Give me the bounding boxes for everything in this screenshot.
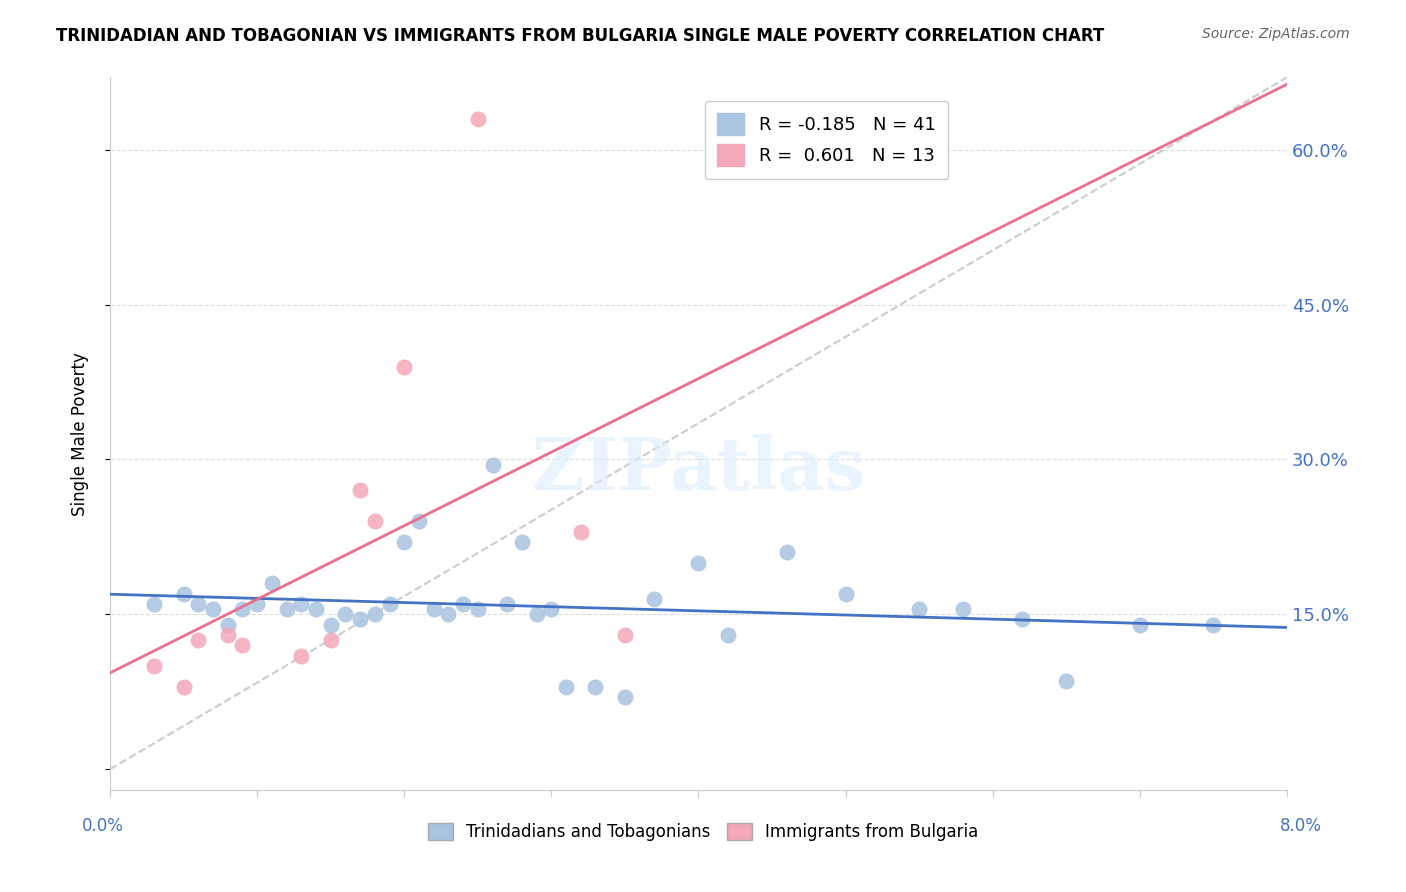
Point	[481, 458, 503, 472]
Point	[260, 576, 283, 591]
Point	[1054, 674, 1077, 689]
Point	[349, 612, 371, 626]
Legend: Trinidadians and Tobagonians, Immigrants from Bulgaria: Trinidadians and Tobagonians, Immigrants…	[420, 816, 986, 848]
Point	[496, 597, 519, 611]
Point	[202, 602, 225, 616]
Point	[231, 602, 253, 616]
Text: 0.0%: 0.0%	[82, 817, 124, 835]
Point	[526, 607, 548, 622]
Point	[422, 602, 444, 616]
Point	[952, 602, 974, 616]
Point	[217, 617, 239, 632]
Point	[555, 680, 578, 694]
Point	[510, 535, 533, 549]
Point	[217, 628, 239, 642]
Point	[143, 597, 166, 611]
Point	[613, 690, 636, 704]
Point	[437, 607, 460, 622]
Point	[1129, 617, 1152, 632]
Point	[364, 607, 387, 622]
Point	[540, 602, 562, 616]
Point	[717, 628, 740, 642]
Point	[1202, 617, 1225, 632]
Point	[305, 602, 328, 616]
Point	[613, 628, 636, 642]
Point	[908, 602, 931, 616]
Point	[408, 514, 430, 528]
Point	[187, 597, 209, 611]
Text: 8.0%: 8.0%	[1279, 817, 1322, 835]
Point	[231, 638, 253, 652]
Point	[834, 586, 856, 600]
Point	[290, 648, 312, 663]
Point	[364, 514, 387, 528]
Point	[776, 545, 799, 559]
Point	[394, 535, 416, 549]
Point	[467, 602, 489, 616]
Text: TRINIDADIAN AND TOBAGONIAN VS IMMIGRANTS FROM BULGARIA SINGLE MALE POVERTY CORRE: TRINIDADIAN AND TOBAGONIAN VS IMMIGRANTS…	[56, 27, 1105, 45]
Point	[173, 586, 195, 600]
Point	[467, 112, 489, 126]
Point	[246, 597, 269, 611]
Point	[394, 359, 416, 374]
Point	[349, 483, 371, 498]
Point	[290, 597, 312, 611]
Point	[643, 591, 665, 606]
Point	[319, 617, 342, 632]
Y-axis label: Single Male Poverty: Single Male Poverty	[72, 351, 89, 516]
Point	[173, 680, 195, 694]
Point	[378, 597, 401, 611]
Point	[143, 659, 166, 673]
Point	[187, 633, 209, 648]
Point	[335, 607, 357, 622]
Point	[451, 597, 474, 611]
Point	[1011, 612, 1033, 626]
Point	[569, 524, 592, 539]
Point	[688, 556, 710, 570]
Legend: R = -0.185   N = 41, R =  0.601   N = 13: R = -0.185 N = 41, R = 0.601 N = 13	[704, 101, 948, 179]
Point	[319, 633, 342, 648]
Point	[585, 680, 607, 694]
Text: Source: ZipAtlas.com: Source: ZipAtlas.com	[1202, 27, 1350, 41]
Point	[276, 602, 298, 616]
Text: ZIPatlas: ZIPatlas	[531, 434, 866, 505]
